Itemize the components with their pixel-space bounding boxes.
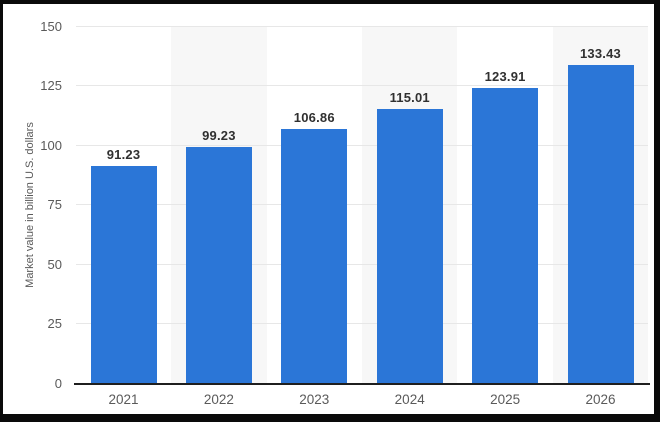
bar-value-label: 106.86 bbox=[293, 109, 335, 125]
x-axis-category-label: 2024 bbox=[394, 392, 425, 407]
bar-value-label: 123.91 bbox=[484, 69, 526, 85]
x-axis-category-label: 2022 bbox=[203, 392, 234, 407]
bar-2023 bbox=[281, 128, 348, 383]
y-tick-label: 0 bbox=[54, 375, 62, 391]
y-tick-label: 50 bbox=[47, 256, 62, 272]
gridline bbox=[75, 323, 649, 324]
y-axis-title: Market value in billion U.S. dollars bbox=[24, 121, 36, 288]
bar-2025 bbox=[472, 88, 539, 383]
bar-value-label: 99.23 bbox=[202, 127, 236, 143]
x-axis-category-label: 2025 bbox=[490, 392, 521, 407]
y-tick-label: 75 bbox=[47, 197, 62, 212]
y-tick-label: 25 bbox=[47, 316, 62, 331]
y-tick-label: 150 bbox=[40, 18, 62, 34]
bar-2024 bbox=[376, 109, 443, 383]
y-tick-label: 100 bbox=[40, 137, 62, 153]
gridline bbox=[75, 263, 649, 265]
gridline bbox=[75, 144, 649, 146]
x-axis-category-label: 2023 bbox=[299, 392, 330, 407]
bar-value-label: 115.01 bbox=[389, 90, 430, 106]
gridline bbox=[75, 204, 649, 205]
gridline bbox=[75, 25, 649, 27]
bar-2021 bbox=[90, 165, 157, 383]
bar-value-label: 91.23 bbox=[106, 146, 141, 162]
bar-2022 bbox=[185, 146, 252, 383]
x-axis-category-label: 2026 bbox=[585, 392, 616, 407]
bar-value-label: 133.43 bbox=[580, 46, 621, 62]
bar-2026 bbox=[567, 65, 634, 383]
x-axis-category-label: 2021 bbox=[108, 392, 139, 407]
gridline bbox=[75, 85, 649, 86]
x-axis-line bbox=[73, 382, 650, 385]
y-tick-label: 125 bbox=[40, 78, 62, 93]
